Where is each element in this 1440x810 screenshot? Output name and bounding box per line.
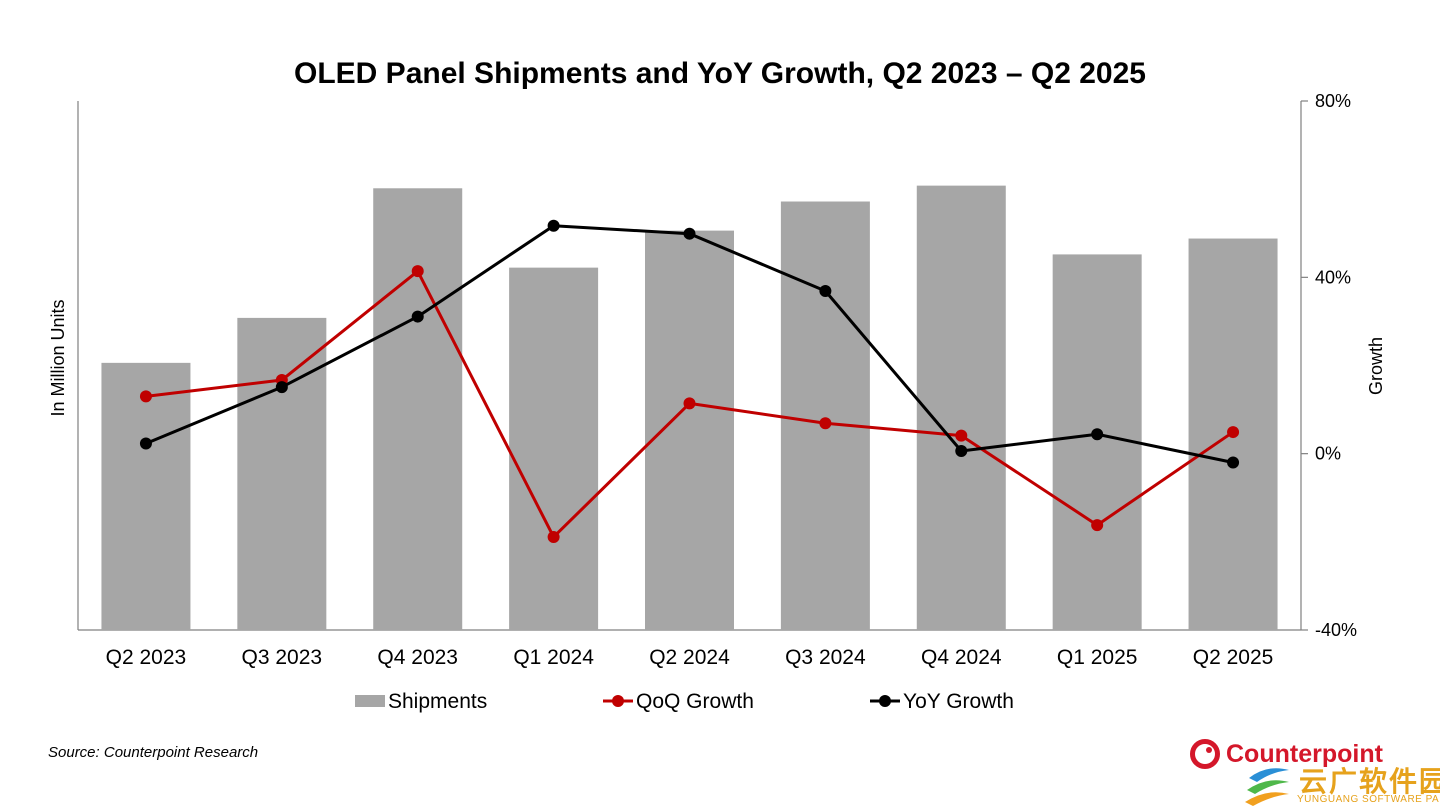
legend: Shipments QoQ Growth YoY Growth	[355, 690, 1014, 713]
point-yoy-growth-6	[955, 445, 968, 458]
y2-tick-label: 40%	[1315, 267, 1351, 287]
bar-shipments-6	[916, 185, 1006, 630]
point-yoy-growth-3	[547, 219, 560, 232]
growth-lines	[139, 219, 1240, 543]
x-tick-label: Q1 2024	[513, 646, 594, 669]
right-axis-title: Growth	[1366, 337, 1386, 395]
point-yoy-growth-7	[1091, 428, 1104, 441]
point-qoq-growth-3	[547, 530, 560, 543]
bar-shipments-5	[780, 201, 870, 630]
point-qoq-growth-8	[1227, 426, 1240, 439]
legend-marker-qoq-growth	[612, 695, 624, 707]
point-yoy-growth-4	[683, 227, 696, 240]
bar-shipments-0	[101, 362, 191, 630]
point-yoy-growth-5	[819, 284, 832, 297]
point-yoy-growth-0	[139, 437, 152, 450]
legend-label-shipments: Shipments	[388, 690, 487, 713]
right-axis-ticks: 80% 40% 0% -40%	[1301, 91, 1357, 640]
point-qoq-growth-2	[411, 265, 424, 278]
shipments-bars	[101, 185, 1278, 631]
x-tick-label: Q3 2024	[785, 646, 866, 669]
point-qoq-growth-7	[1091, 519, 1104, 532]
legend-label-qoq-growth: QoQ Growth	[636, 690, 754, 713]
point-yoy-growth-2	[411, 310, 424, 323]
watermark-en: YUNGUANG SOFTWARE PARK	[1297, 794, 1440, 805]
yunguang-watermark: 云广软件园 YUNGUANG SOFTWARE PARK	[1245, 758, 1440, 810]
y2-tick-label: 80%	[1315, 91, 1351, 111]
counterpoint-logo-icon	[1190, 739, 1220, 769]
category-labels: Q2 2023 Q3 2023 Q4 2023 Q1 2024 Q2 2024 Q3 20…	[106, 646, 1274, 669]
x-tick-label: Q4 2024	[921, 646, 1002, 669]
x-tick-label: Q2 2025	[1193, 646, 1274, 669]
point-yoy-growth-8	[1227, 456, 1240, 469]
x-tick-label: Q2 2023	[106, 646, 187, 669]
source-note: Source: Counterpoint Research	[48, 744, 259, 761]
bar-shipments-4	[645, 230, 734, 631]
bar-shipments-3	[509, 267, 599, 630]
bar-shipments-7	[1052, 254, 1142, 630]
x-tick-label: Q1 2025	[1057, 646, 1138, 669]
point-qoq-growth-4	[683, 397, 696, 410]
counterpoint-logo-text: Counterpoint	[1226, 739, 1383, 768]
x-tick-label: Q3 2023	[242, 646, 323, 669]
legend-label-yoy-growth: YoY Growth	[903, 690, 1014, 713]
legend-marker-yoy-growth	[879, 695, 891, 707]
y2-tick-label: -40%	[1315, 620, 1357, 640]
bar-shipments-2	[373, 188, 463, 630]
point-qoq-growth-0	[139, 390, 152, 403]
x-tick-label: Q4 2023	[377, 646, 458, 669]
y2-tick-label: 0%	[1315, 444, 1341, 464]
point-qoq-growth-6	[955, 429, 968, 442]
point-yoy-growth-1	[275, 381, 288, 394]
left-axis-title: In Million Units	[48, 299, 68, 416]
point-qoq-growth-5	[819, 417, 832, 430]
yunguang-logo-icon	[1245, 768, 1289, 806]
x-tick-label: Q2 2024	[649, 646, 730, 669]
legend-swatch-shipments	[355, 695, 385, 707]
chart-title: OLED Panel Shipments and YoY Growth, Q2 …	[294, 57, 1146, 90]
watermark-cn: 云广软件园	[1299, 766, 1440, 797]
counterpoint-logo: Counterpoint	[1190, 734, 1383, 774]
bar-shipments-1	[237, 317, 327, 630]
